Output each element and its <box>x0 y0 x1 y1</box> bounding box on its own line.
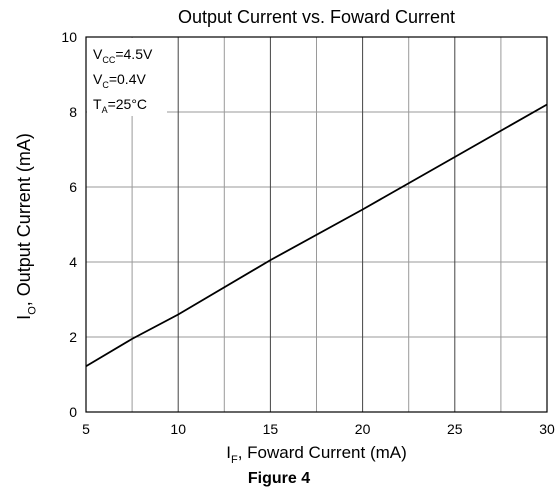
y-tick-label: 8 <box>69 104 77 120</box>
plot-frame <box>85 36 548 413</box>
x-tick-label: 5 <box>82 421 90 437</box>
x-tick-label: 20 <box>355 421 371 437</box>
chart-title: Output Current vs. Foward Current <box>178 7 455 27</box>
y-axis-label: IO, Output Current (mA) <box>14 133 38 320</box>
x-tick-label: 30 <box>539 421 555 437</box>
y-tick-label: 6 <box>69 179 77 195</box>
condition-label: TA=25°C <box>93 96 147 115</box>
x-tick-label: 25 <box>447 421 463 437</box>
series-line <box>85 103 548 368</box>
condition-label: VCC=4.5V <box>93 46 153 65</box>
conditions-box <box>87 38 167 116</box>
condition-label: VC=0.4V <box>93 71 146 90</box>
figure-caption: Figure 4 <box>247 470 311 487</box>
chart: VCC=4.5V VC=0.4V TA=25°C 5 10 15 20 25 30 0 2 4 6 8 10… <box>14 7 555 466</box>
y-tick-label: 4 <box>69 254 77 270</box>
y-tick-label: 2 <box>69 329 77 345</box>
y-tick-label: 0 <box>69 404 77 420</box>
x-tick-label: 10 <box>170 421 186 437</box>
y-tick-label: 10 <box>61 29 77 45</box>
x-tick-label: 15 <box>263 421 279 437</box>
x-axis-label: IF, Foward Current (mA) <box>226 443 407 466</box>
